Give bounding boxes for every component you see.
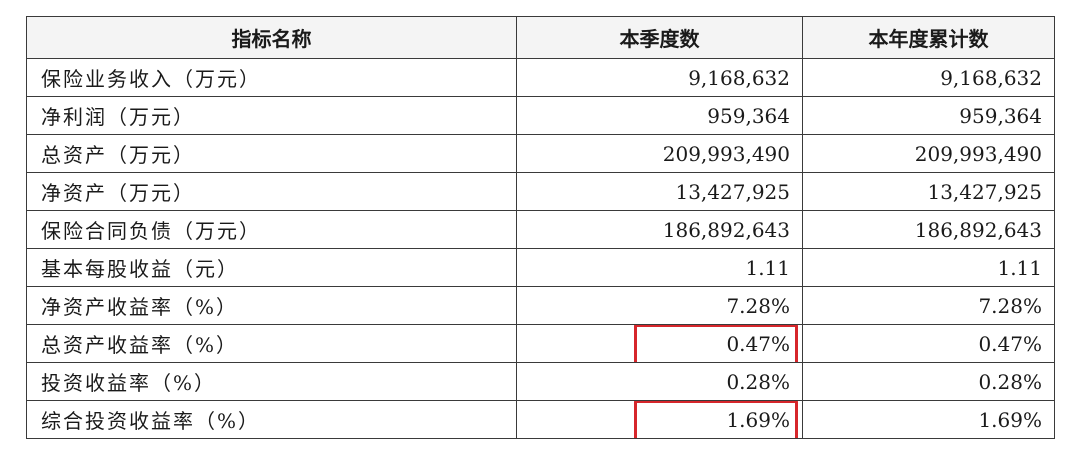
table-row: 总资产收益率（%） 0.47% 0.47%: [26, 324, 1055, 363]
highlight-box: 1.69%: [635, 401, 798, 438]
table-row: 净资产收益率（%） 7.28% 7.28%: [26, 286, 1055, 325]
quarter-value: 13,427,925: [516, 172, 803, 211]
quarter-value: 959,364: [516, 96, 803, 135]
highlight-box: 0.47%: [635, 325, 798, 362]
ytd-value: 9,168,632: [802, 58, 1055, 97]
indicator-name: 保险合同负债（万元）: [26, 210, 517, 249]
table-row: 综合投资收益率（%） 1.69% 1.69%: [26, 400, 1055, 439]
ytd-value: 1.11: [802, 248, 1055, 287]
quarter-value: 7.28%: [516, 286, 803, 325]
ytd-value: 959,364: [802, 96, 1055, 135]
table-row: 投资收益率（%） 0.28% 0.28%: [26, 362, 1055, 401]
ytd-value: 0.28%: [802, 362, 1055, 401]
indicator-name: 综合投资收益率（%）: [26, 400, 517, 439]
table-row: 净资产（万元） 13,427,925 13,427,925: [26, 172, 1055, 211]
indicator-name: 总资产（万元）: [26, 134, 517, 173]
indicator-name: 保险业务收入（万元）: [26, 58, 517, 97]
ytd-value: 209,993,490: [802, 134, 1055, 173]
indicator-name: 基本每股收益（元）: [26, 248, 517, 287]
ytd-value: 7.28%: [802, 286, 1055, 325]
quarter-value-highlighted: 1.69%: [516, 400, 803, 439]
quarter-value: 186,892,643: [516, 210, 803, 249]
quarter-value: 9,168,632: [516, 58, 803, 97]
quarter-value: 0.28%: [516, 362, 803, 401]
quarter-value: 209,993,490: [516, 134, 803, 173]
quarter-value: 1.11: [516, 248, 803, 287]
header-indicator-name: 指标名称: [26, 16, 517, 59]
indicator-name: 投资收益率（%）: [26, 362, 517, 401]
indicator-name: 净资产收益率（%）: [26, 286, 517, 325]
financial-indicators-table: 指标名称 本季度数 本年度累计数 保险业务收入（万元） 9,168,632 9,…: [26, 16, 1055, 439]
ytd-value: 13,427,925: [802, 172, 1055, 211]
header-this-quarter: 本季度数: [516, 16, 803, 59]
ytd-value: 1.69%: [802, 400, 1055, 439]
table-row: 保险业务收入（万元） 9,168,632 9,168,632: [26, 58, 1055, 97]
ytd-value: 186,892,643: [802, 210, 1055, 249]
header-year-to-date: 本年度累计数: [802, 16, 1055, 59]
indicator-name: 净利润（万元）: [26, 96, 517, 135]
indicator-name: 净资产（万元）: [26, 172, 517, 211]
table-row: 保险合同负债（万元） 186,892,643 186,892,643: [26, 210, 1055, 249]
quarter-value-highlighted: 0.47%: [516, 324, 803, 363]
table-row: 总资产（万元） 209,993,490 209,993,490: [26, 134, 1055, 173]
indicator-name: 总资产收益率（%）: [26, 324, 517, 363]
ytd-value: 0.47%: [802, 324, 1055, 363]
table-row: 基本每股收益（元） 1.11 1.11: [26, 248, 1055, 287]
table-header-row: 指标名称 本季度数 本年度累计数: [26, 16, 1055, 59]
table-row: 净利润（万元） 959,364 959,364: [26, 96, 1055, 135]
